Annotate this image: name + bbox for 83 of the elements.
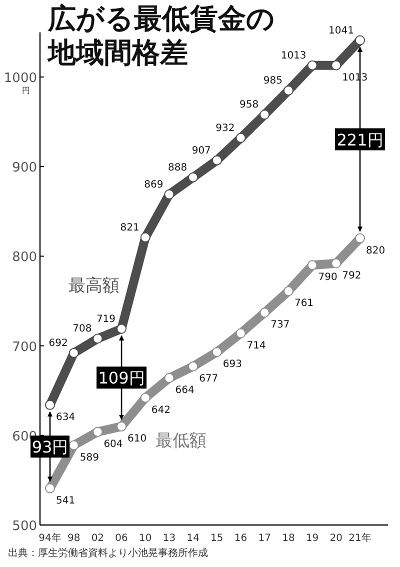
data-label: 692: [48, 338, 68, 349]
annotation: 出典：厚生労働省資料より小池晃事務所作成: [8, 548, 208, 559]
point: [260, 308, 270, 318]
point: [212, 347, 222, 358]
x-tick-label: 16: [234, 533, 248, 544]
x-tick-label: 13: [162, 533, 176, 544]
data-label: 792: [342, 270, 362, 282]
point: [116, 324, 127, 334]
point: [92, 426, 103, 437]
point: [331, 60, 342, 70]
point: [188, 361, 198, 372]
point: [92, 334, 103, 344]
x-tick-label: 19: [306, 533, 319, 544]
y-tick-label: 800: [12, 250, 37, 266]
point: [140, 392, 150, 403]
y-tick-label: 700: [12, 340, 37, 355]
point: [331, 258, 342, 268]
data-label: 664: [175, 385, 194, 396]
data-label: 761: [294, 298, 314, 310]
chart-title: 広がる最低賃金の地域間格差: [48, 2, 275, 69]
data-label: 719: [96, 314, 116, 325]
x-tick-label: 06: [115, 533, 128, 544]
x-tick-label: 98: [67, 533, 80, 544]
y-tick-label: 900: [12, 160, 37, 176]
point: [45, 483, 55, 494]
point: [164, 373, 174, 384]
data-label: 642: [151, 404, 170, 416]
data-label: 714: [246, 340, 266, 352]
y-axis-title: 円: [22, 86, 30, 95]
point: [45, 400, 55, 410]
x-tick-label: 02: [91, 533, 104, 544]
annotation: 221円: [336, 130, 384, 150]
data-label: 820: [366, 245, 386, 256]
data-label: 708: [72, 324, 92, 335]
point: [140, 232, 150, 242]
annotation: 93円: [32, 438, 68, 457]
data-label: 693: [222, 359, 242, 370]
point: [236, 132, 246, 143]
x-tick-label: 18: [282, 533, 295, 544]
data-label: 958: [240, 100, 259, 111]
point: [283, 286, 294, 296]
x-tick-label: 14: [186, 533, 200, 544]
x-tick-label: 21年: [348, 532, 372, 544]
data-label: 541: [56, 495, 76, 506]
series-label: 最高額: [68, 276, 120, 296]
x-tick-label: 17: [258, 533, 271, 544]
point: [355, 233, 365, 244]
data-label: 1041: [328, 25, 354, 36]
annotation: 109円: [96, 335, 147, 420]
point: [164, 189, 174, 200]
x-tick-label: 10: [139, 533, 152, 544]
x-tick-label: 15: [210, 533, 224, 544]
point: [68, 440, 79, 450]
y-tick-label: 1000: [4, 71, 37, 86]
series-label: 最低額: [155, 431, 206, 452]
data-label: 888: [168, 162, 188, 174]
y-tick-label: 500: [12, 519, 37, 534]
data-label: 985: [263, 75, 282, 86]
data-label: 790: [318, 272, 338, 284]
point: [68, 348, 79, 358]
data-label: 907: [192, 145, 211, 156]
point: [188, 172, 198, 182]
point: [283, 85, 294, 96]
point: [260, 110, 270, 120]
data-label: 677: [199, 373, 218, 384]
data-label: 869: [144, 179, 164, 190]
point: [116, 421, 127, 432]
data-label: 610: [128, 433, 147, 444]
data-label: 737: [270, 320, 290, 331]
point: [307, 260, 318, 270]
data-label: 1013: [280, 50, 306, 62]
data-label: 821: [120, 222, 140, 234]
point: [212, 155, 222, 166]
data-label: 634: [56, 412, 76, 423]
point: [236, 328, 246, 338]
x-tick-label: 94年: [38, 532, 62, 544]
annotation: 109円: [98, 368, 145, 388]
data-label: 604: [104, 438, 123, 450]
x-tick-label: 20: [330, 533, 343, 544]
data-label: 589: [80, 452, 99, 464]
data-label: 932: [216, 122, 235, 134]
point: [307, 60, 318, 70]
point: [355, 35, 365, 46]
